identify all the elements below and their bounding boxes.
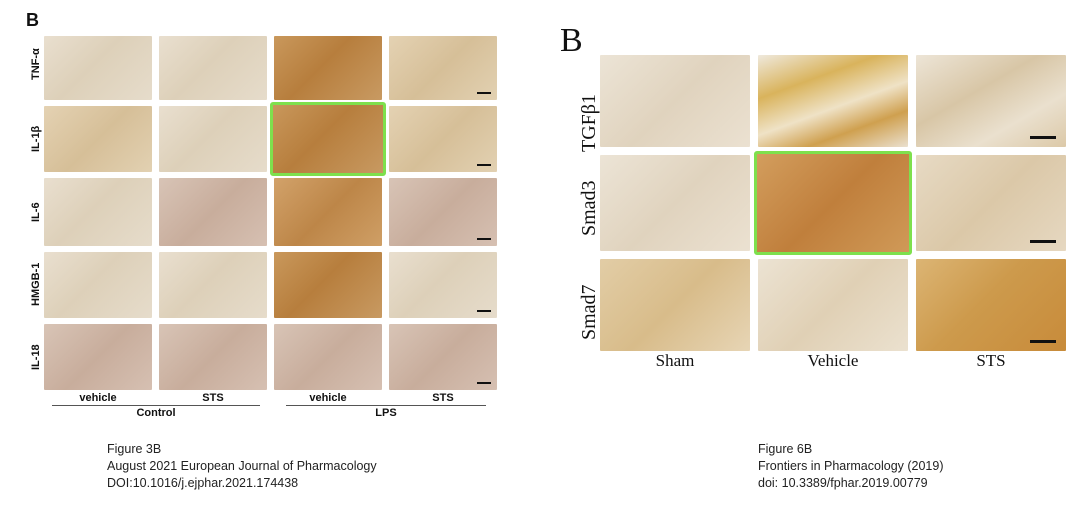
scale-bar [477, 238, 491, 240]
left-caption-figure: Figure 3B [107, 442, 162, 456]
micrograph-tile [600, 155, 750, 251]
right-caption: Figure 6B Frontiers in Pharmacology (201… [758, 441, 944, 492]
micrograph-tile [159, 106, 267, 172]
micrograph-tile [274, 178, 382, 246]
micrograph-tile [44, 36, 152, 100]
group-label-lps: LPS [375, 407, 397, 419]
micrograph-tile [274, 324, 382, 390]
highlighted-micrograph [270, 102, 386, 176]
column-label-lps-vehicle: vehicle [309, 392, 347, 404]
micrograph-tile [389, 178, 497, 246]
left-caption-journal: August 2021 European Journal of Pharmaco… [107, 459, 377, 473]
right-caption-figure: Figure 6B [758, 442, 813, 456]
right-panel-letter: B [560, 22, 583, 59]
row-label-il18: IL-18 [30, 344, 42, 370]
left-caption: Figure 3B August 2021 European Journal o… [107, 441, 377, 492]
scale-bar [1030, 136, 1056, 139]
micrograph-tile [600, 55, 750, 147]
micrograph-tile [274, 252, 382, 318]
column-label-sts: STS [976, 351, 1006, 370]
column-label-lps-sts: STS [432, 392, 454, 404]
right-caption-doi: doi: 10.3389/fphar.2019.00779 [758, 476, 928, 490]
right-caption-journal: Frontiers in Pharmacology (2019) [758, 459, 944, 473]
scale-bar [477, 382, 491, 384]
row-label-smad3: Smad3 [578, 180, 600, 236]
column-label-vehicle: Vehicle [807, 351, 859, 370]
column-label-control-vehicle: vehicle [79, 392, 117, 404]
left-caption-doi: DOI:10.1016/j.ejphar.2021.174438 [107, 476, 299, 490]
group-divider-lps [286, 405, 486, 406]
micrograph-tile [389, 324, 497, 390]
group-label-control: Control [136, 407, 176, 419]
micrograph-tile [758, 259, 908, 351]
scale-bar [1030, 240, 1056, 243]
micrograph-tile [389, 106, 497, 172]
left-panel-letter: B [26, 10, 39, 30]
micrograph-tile [916, 55, 1066, 147]
micrograph-tile [916, 155, 1066, 251]
row-label-il1b: IL-1β [30, 125, 42, 152]
micrograph-tile [44, 324, 152, 390]
row-label-tnf: TNF-α [30, 48, 42, 80]
group-divider-control [52, 405, 260, 406]
micrograph-tile [159, 178, 267, 246]
left-figure: B TNF-α IL-1β IL-6 HMGB-1 IL-18 vehicle … [0, 0, 520, 430]
column-label-control-sts: STS [202, 392, 224, 404]
row-label-il6: IL-6 [30, 202, 42, 222]
row-label-smad7: Smad7 [578, 284, 600, 340]
row-label-tgfb1: TGFβ1 [578, 94, 600, 152]
micrograph-tile [44, 178, 152, 246]
micrograph-tile [44, 106, 152, 172]
micrograph-tile [159, 36, 267, 100]
micrograph-tile [758, 55, 908, 147]
micrograph-tile [159, 324, 267, 390]
scale-bar [477, 164, 491, 166]
micrograph-tile [389, 252, 497, 318]
scale-bar [1030, 340, 1056, 343]
micrograph-tile [916, 259, 1066, 351]
scale-bar [477, 92, 491, 94]
micrograph-tile [44, 252, 152, 318]
micrograph-tile [600, 259, 750, 351]
micrograph-tile [159, 252, 267, 318]
micrograph-tile [274, 36, 382, 100]
micrograph-tile [389, 36, 497, 100]
right-figure: B TGFβ1 Smad3 Smad7 Sham Vehicle STS [520, 0, 1080, 430]
row-label-hmgb1: HMGB-1 [30, 262, 42, 306]
column-label-sham: Sham [655, 351, 695, 370]
highlighted-micrograph [754, 151, 912, 255]
scale-bar [477, 310, 491, 312]
